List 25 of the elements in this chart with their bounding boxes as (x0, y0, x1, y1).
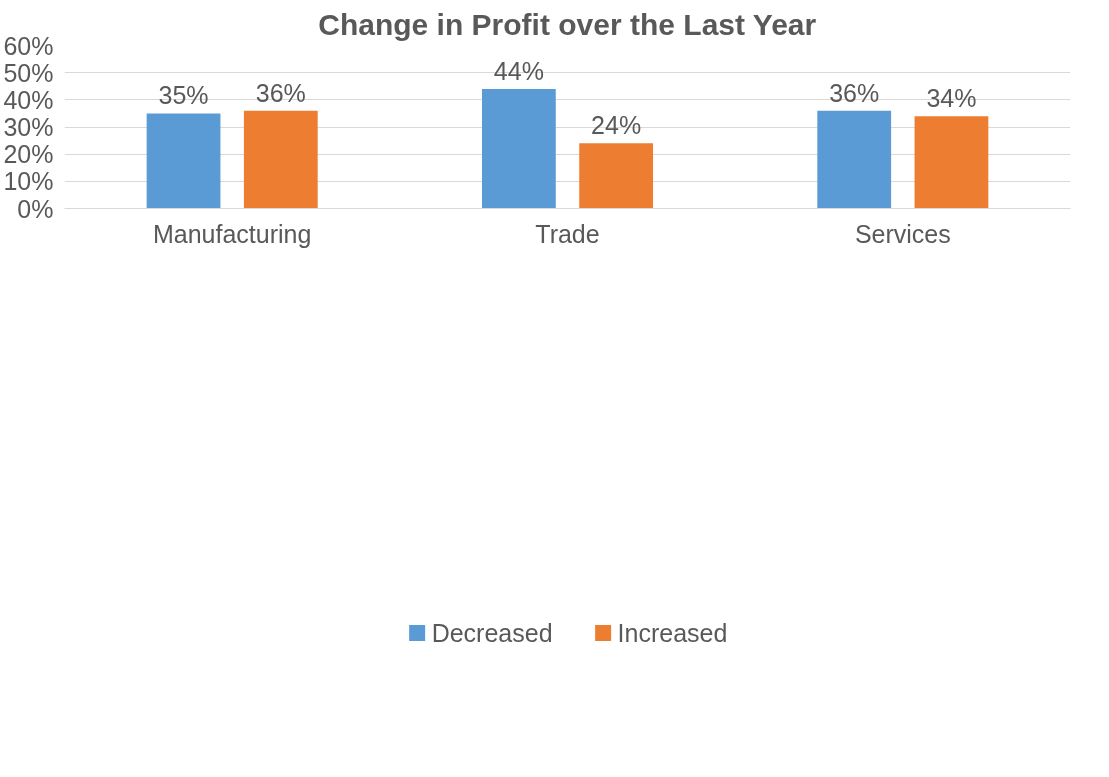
bar (817, 110, 892, 209)
y-tick-label: 0% (17, 194, 54, 223)
y-tick-label: 50% (3, 58, 54, 87)
data-label: 36% (829, 78, 880, 107)
bar (243, 110, 318, 209)
y-tick-label: 10% (3, 167, 54, 196)
bar (914, 116, 989, 209)
data-label: 35% (158, 81, 209, 110)
y-tick-label: 20% (3, 140, 54, 169)
x-tick-label: Services (854, 219, 951, 248)
x-tick-label: Trade (535, 219, 600, 248)
x-tick-label: Manufacturing (152, 219, 312, 248)
data-label: 24% (591, 111, 642, 140)
data-label: 44% (493, 56, 544, 85)
bar (146, 113, 221, 209)
y-tick-label: 60% (3, 31, 54, 60)
y-tick-label: 40% (3, 85, 54, 114)
chart-title: Change in Profit over the Last Year (318, 7, 817, 41)
bar (579, 143, 654, 209)
data-label: 36% (255, 78, 306, 107)
legend-label: Decreased (431, 618, 553, 648)
bar (481, 88, 556, 209)
data-label: 34% (926, 84, 977, 113)
legend-label: Increased (617, 618, 728, 648)
y-tick-label: 30% (3, 113, 54, 141)
